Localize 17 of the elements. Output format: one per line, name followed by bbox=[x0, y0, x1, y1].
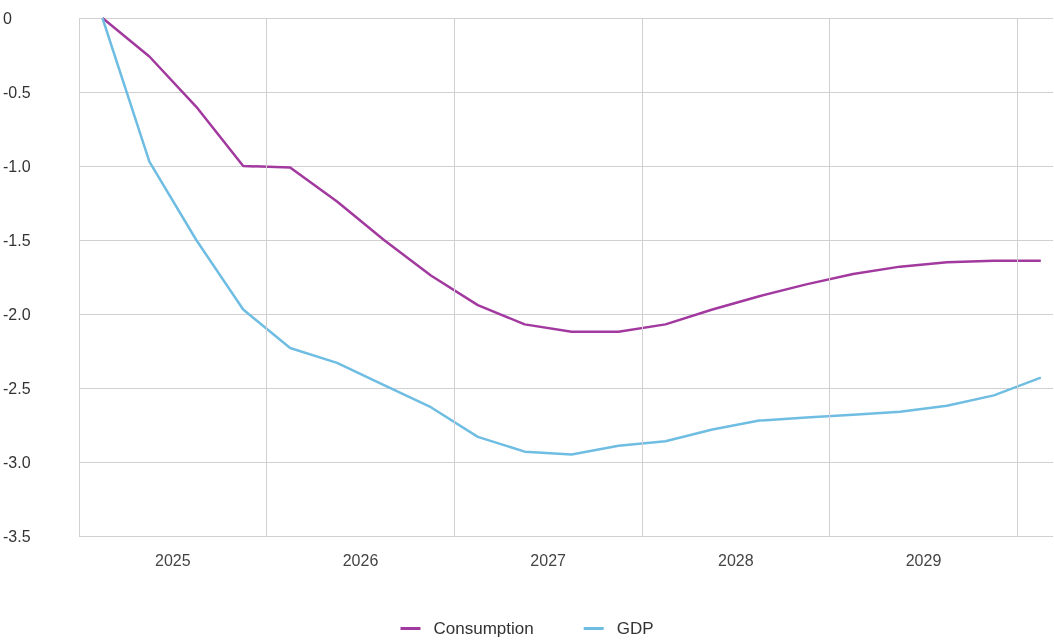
legend-label: Consumption bbox=[433, 619, 534, 638]
y-tick-label: -0.5 bbox=[3, 83, 31, 101]
y-tick-label: -1.5 bbox=[3, 231, 31, 249]
x-tick-label: 2025 bbox=[155, 551, 191, 569]
x-tick-label: 2027 bbox=[530, 551, 567, 569]
y-tick-label: -3.0 bbox=[3, 453, 31, 471]
x-tick-label: 2026 bbox=[342, 551, 379, 569]
x-tick-label: 2028 bbox=[718, 551, 754, 569]
y-tick-label: 0 bbox=[3, 9, 12, 27]
line-series bbox=[101, 16, 1043, 334]
y-tick-label: -1.0 bbox=[3, 157, 31, 175]
y-tick-label: -2.5 bbox=[3, 379, 31, 397]
line-series bbox=[101, 16, 1043, 456]
x-tick-label: 2029 bbox=[905, 551, 942, 569]
legend-label: GDP bbox=[616, 619, 654, 638]
y-tick-label: -2.0 bbox=[3, 305, 31, 323]
y-tick-label: -3.5 bbox=[3, 527, 31, 545]
